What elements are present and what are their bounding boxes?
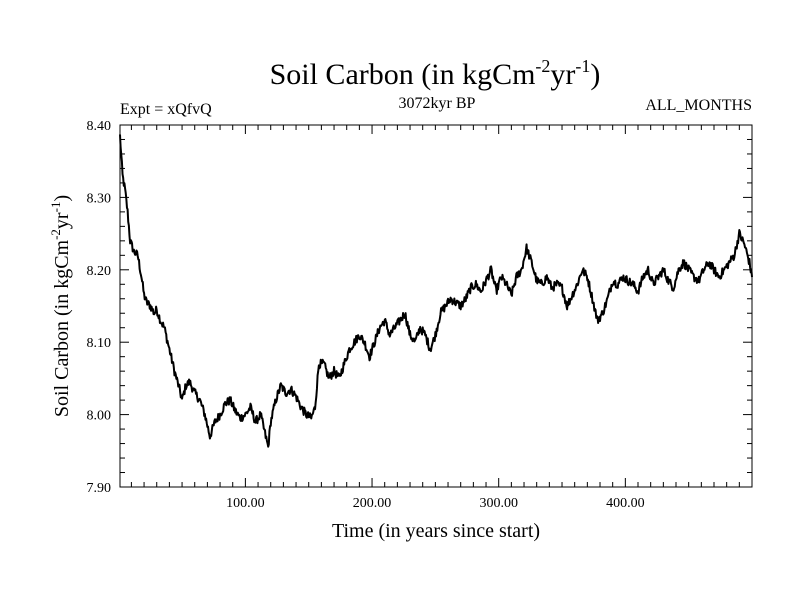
x-axis-ticks — [130, 125, 753, 487]
x-tick-label: 300.00 — [479, 496, 518, 511]
y-tick-label: 8.40 — [87, 119, 112, 134]
expt-label: Expt = xQfvQ — [120, 101, 212, 118]
chart-title: Soil Carbon (in kgCm-2yr-1) — [270, 56, 601, 91]
y-tick-label: 8.00 — [87, 409, 112, 424]
y-tick-label: 7.90 — [87, 481, 112, 496]
x-tick-label: 200.00 — [353, 496, 392, 511]
plot-frame — [119, 124, 753, 488]
x-axis-tick-labels: 100.00 200.00 300.00 400.00 — [226, 496, 644, 511]
series-line-soil-carbon — [119, 134, 753, 448]
y-tick-label: 8.20 — [87, 264, 112, 279]
x-tick-label: 400.00 — [606, 496, 645, 511]
y-tick-label: 8.30 — [87, 191, 112, 206]
y-tick-label: 8.10 — [87, 336, 112, 351]
y-axis-tick-labels: 7.90 8.00 8.10 8.20 8.30 8.40 — [87, 119, 112, 496]
months-label: ALL_MONTHS — [645, 97, 752, 114]
y-axis-label: Soil Carbon (in kgCm-2yr-1) — [48, 195, 73, 417]
y-axis-ticks — [120, 124, 752, 488]
period-label: 3072kyr BP — [399, 95, 476, 112]
x-axis-label: Time (in years since start) — [332, 520, 540, 542]
x-tick-label: 100.00 — [226, 496, 265, 511]
